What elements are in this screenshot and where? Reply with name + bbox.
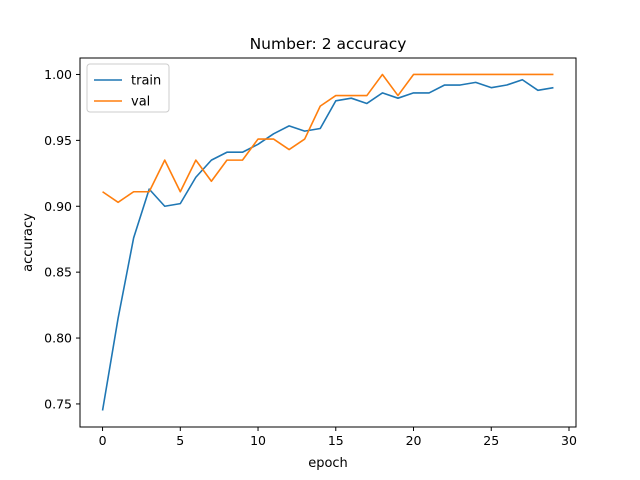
series-line-train — [101, 78, 554, 411]
x-tick-label: 5 — [176, 433, 184, 448]
x-tick-label: 0 — [99, 433, 107, 448]
x-tick-label: 20 — [406, 433, 422, 448]
y-axis-ticks: 0.75 0.80 0.85 0.90 0.95 1.00 — [44, 67, 80, 411]
legend-box — [86, 63, 170, 113]
y-tick-label: 0.75 — [44, 396, 72, 411]
y-tick-label: 0.80 — [44, 331, 72, 346]
y-tick-label: 1.00 — [44, 67, 72, 82]
y-tick-label: 0.95 — [44, 133, 72, 148]
legend-label-val: val — [131, 95, 150, 110]
x-tick-label: 30 — [561, 433, 577, 448]
chart-title: Number: 2 accuracy — [250, 35, 407, 53]
x-axis-label: epoch — [308, 456, 348, 471]
x-tick-label: 10 — [250, 433, 266, 448]
axes-frame — [79, 57, 577, 428]
y-tick-label: 0.90 — [44, 199, 72, 214]
x-tick-label: 25 — [483, 433, 499, 448]
x-tick-label: 15 — [328, 433, 344, 448]
legend-label-train: train — [131, 74, 161, 89]
y-axis-label: accuracy — [21, 213, 36, 272]
series-layer — [101, 73, 554, 411]
legend: train val — [86, 63, 170, 113]
y-tick-label: 0.85 — [44, 265, 72, 280]
series-line-val — [102, 73, 554, 204]
x-axis-ticks: 0 5 10 15 20 25 30 — [99, 427, 577, 448]
